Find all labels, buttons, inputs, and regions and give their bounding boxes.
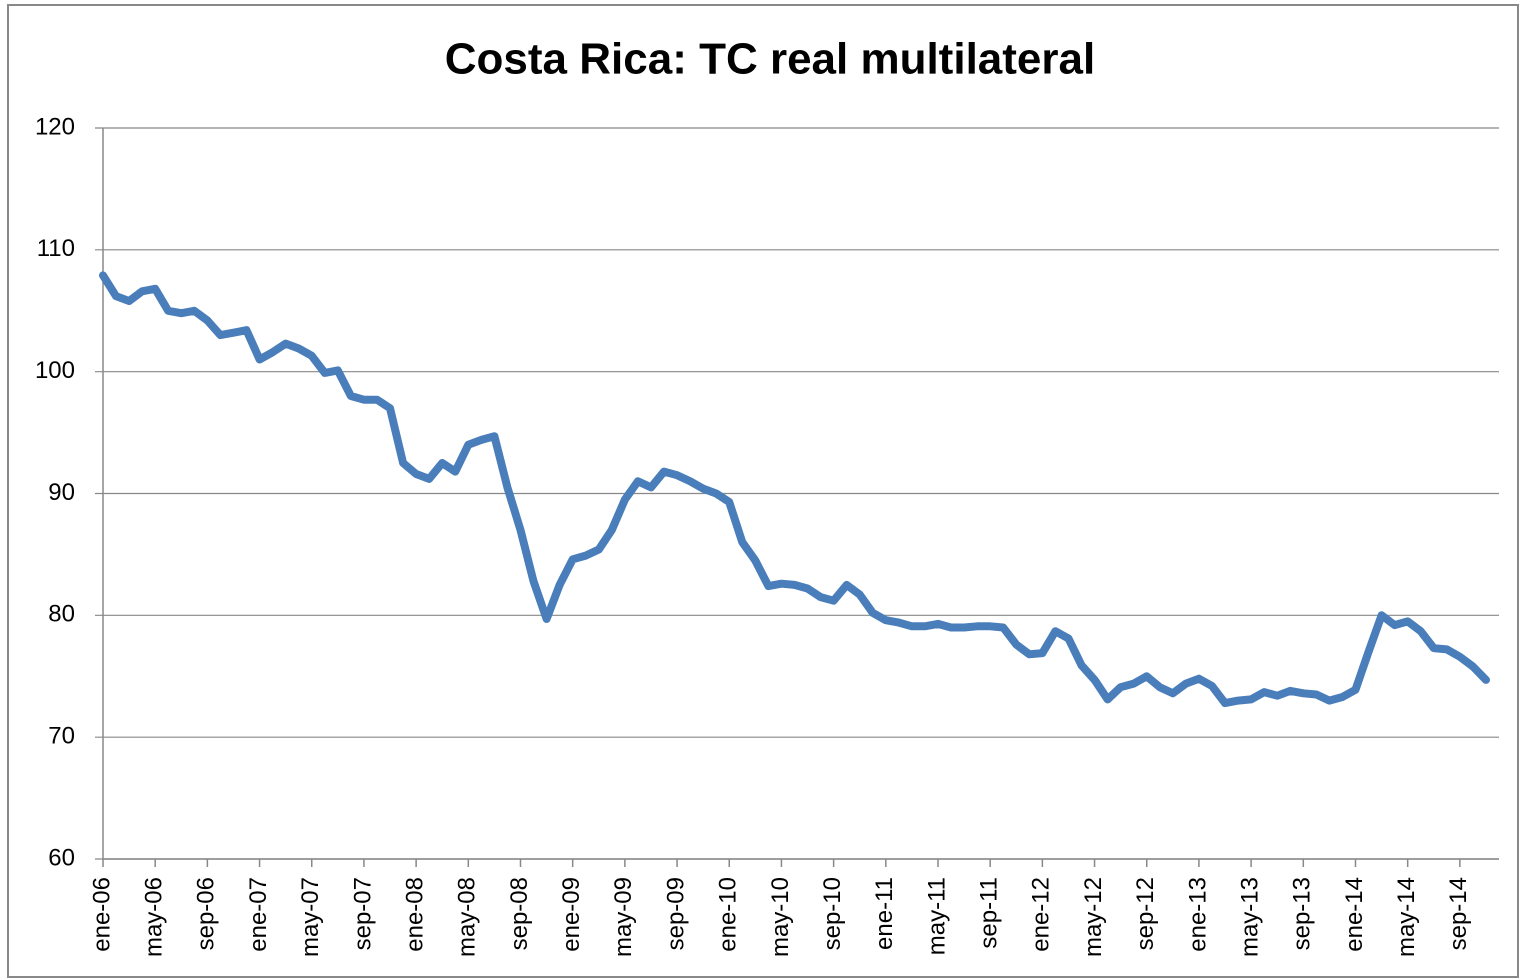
- y-tick-label: 110: [37, 235, 75, 262]
- x-tick-label: sep-09: [662, 877, 689, 950]
- x-tick-label: ene-08: [401, 877, 428, 952]
- x-tick-label: sep-12: [1132, 877, 1159, 950]
- x-tick-label: may-14: [1393, 877, 1420, 957]
- x-tick-label: ene-10: [715, 877, 742, 952]
- y-tick-label: 70: [48, 723, 75, 750]
- x-tick-label: ene-12: [1028, 877, 1055, 952]
- y-tick-label: 90: [48, 479, 75, 506]
- chart-title: Costa Rica: TC real multilateral: [445, 35, 1095, 84]
- y-tick-label: 80: [48, 601, 75, 628]
- x-tick-label: ene-14: [1341, 877, 1368, 952]
- x-tick-label: may-07: [297, 877, 324, 957]
- x-tick-label: sep-08: [506, 877, 533, 950]
- x-tick-label: ene-09: [558, 877, 585, 952]
- x-tick-label: sep-13: [1289, 877, 1316, 950]
- x-tick-label: ene-13: [1184, 877, 1211, 952]
- y-tick-label: 120: [35, 113, 75, 140]
- y-tick-label: 100: [35, 357, 75, 384]
- x-tick-label: may-12: [1080, 877, 1107, 957]
- x-tick-label: may-13: [1236, 877, 1263, 957]
- x-tick-label: may-06: [141, 877, 168, 957]
- x-tick-label: ene-06: [88, 877, 115, 952]
- x-tick-label: sep-06: [193, 877, 220, 950]
- x-tick-label: ene-07: [245, 877, 272, 952]
- x-tick-label: sep-14: [1445, 877, 1472, 950]
- x-tick-label: may-09: [610, 877, 637, 957]
- y-tick-label: 60: [48, 844, 75, 871]
- x-tick-label: sep-10: [819, 877, 846, 950]
- x-tick-label: sep-07: [349, 877, 376, 950]
- x-tick-label: ene-11: [871, 877, 898, 950]
- x-tick-label: may-10: [767, 877, 794, 957]
- x-tick-label: may-11: [923, 877, 950, 955]
- x-tick-label: sep-11: [976, 877, 1003, 949]
- chart-frame: [7, 4, 1519, 978]
- data-line: [99, 271, 1490, 708]
- x-tick-label: may-08: [454, 877, 481, 957]
